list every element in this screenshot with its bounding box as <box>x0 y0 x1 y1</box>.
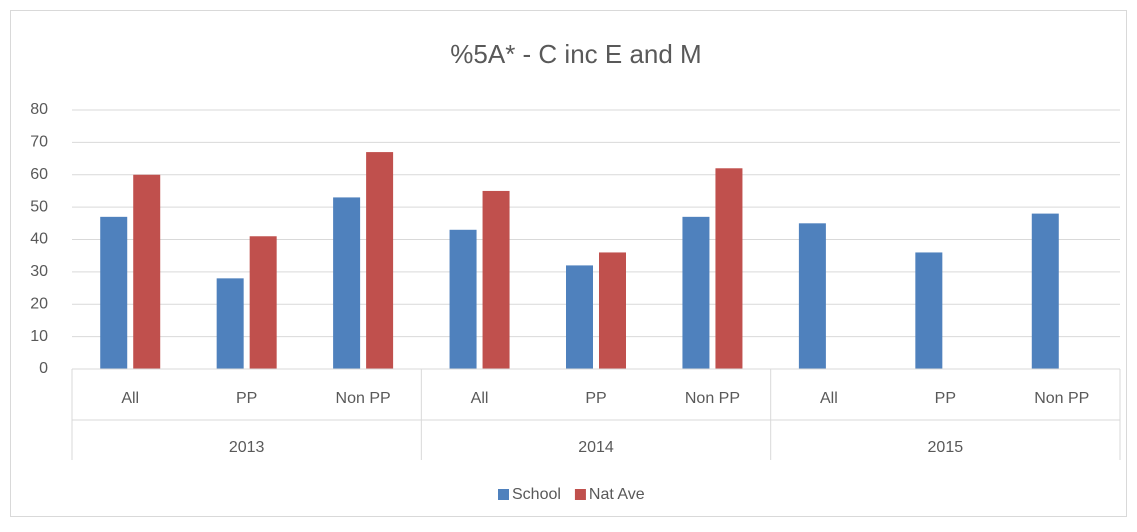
bar <box>798 223 826 369</box>
y-tick-label: 70 <box>30 134 48 151</box>
y-tick-label: 20 <box>30 295 48 312</box>
bar <box>599 252 626 369</box>
y-tick-label: 0 <box>39 360 48 377</box>
bar <box>566 265 593 369</box>
bar <box>333 197 361 369</box>
chart-title: %5A* - C inc E and M <box>450 39 701 69</box>
y-tick-label: 60 <box>30 166 48 183</box>
legend-swatch <box>498 489 509 500</box>
bar <box>133 174 161 369</box>
x-tick-label: Non PP <box>336 390 391 407</box>
x-tick-label: Non PP <box>1034 390 1089 407</box>
x-tick-label: All <box>121 390 139 407</box>
x-tick-label: All <box>820 390 838 407</box>
group-label: 2014 <box>578 439 614 456</box>
group-label: 2013 <box>229 439 265 456</box>
y-tick-label: 80 <box>30 101 48 118</box>
x-tick-label: PP <box>585 390 606 407</box>
x-tick-label: Non PP <box>685 390 740 407</box>
x-tick-label: PP <box>236 390 257 407</box>
x-tick-label: PP <box>935 390 956 407</box>
x-tick-label: All <box>471 390 489 407</box>
y-tick-label: 40 <box>30 231 48 248</box>
legend-label: School <box>512 486 561 503</box>
bar <box>100 216 128 369</box>
bar <box>482 190 510 369</box>
y-tick-label: 10 <box>30 328 48 345</box>
bar <box>915 252 943 369</box>
bar <box>449 229 477 369</box>
bar <box>366 152 394 369</box>
bar <box>1031 213 1059 369</box>
legend-swatch <box>574 489 586 500</box>
y-tick-label: 30 <box>30 263 48 280</box>
group-label: 2015 <box>928 439 964 456</box>
bar <box>682 216 710 369</box>
legend-label: Nat Ave <box>589 486 645 503</box>
bar <box>249 236 277 369</box>
y-tick-label: 50 <box>30 198 48 215</box>
bar <box>216 278 244 369</box>
bar <box>715 168 743 369</box>
